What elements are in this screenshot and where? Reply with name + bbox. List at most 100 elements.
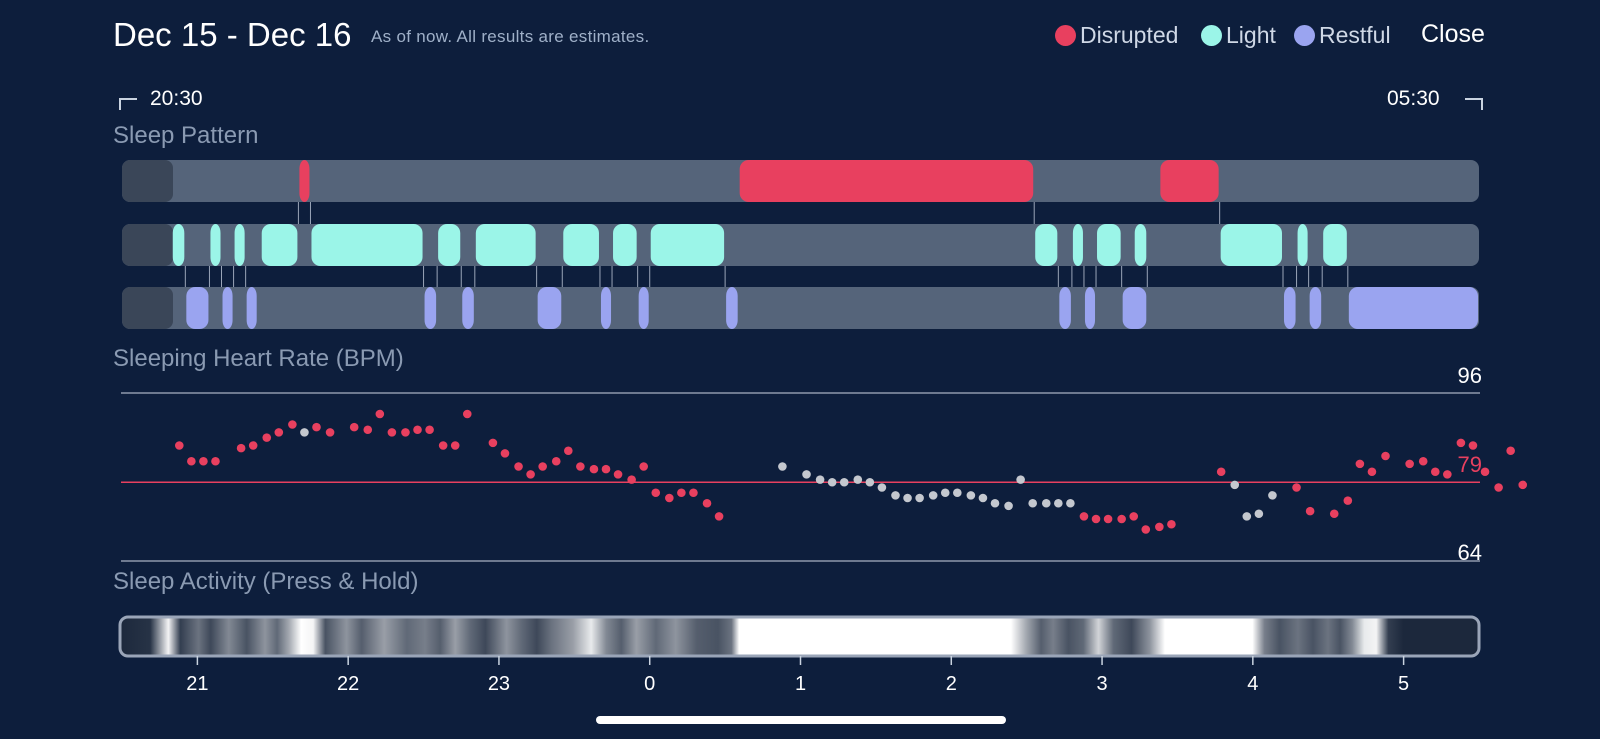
hr-point [589,464,599,474]
legend-label-restful: Restful [1319,22,1391,48]
hr-average-label: 79 [1458,452,1482,477]
hr-point [274,428,284,437]
sleep-activity-chart[interactable] [118,615,1481,658]
legend-label-disrupted: Disrupted [1080,22,1179,48]
hr-point [500,449,510,458]
heart-rate-title: Sleeping Heart Rate (BPM) [113,345,404,372]
hr-point [564,446,573,456]
x-tick-label: 3 [1096,673,1107,695]
x-tick-label: 1 [795,673,806,695]
pattern-track-cap [122,224,173,266]
segment-restful [246,287,257,329]
hr-point [1091,514,1101,524]
hr-point [1329,509,1339,519]
hr-point [450,441,460,450]
hr-point [1079,512,1089,521]
hr-point [387,428,397,437]
hr-point [677,488,686,498]
segment-light [438,224,461,266]
hr-point [953,488,962,498]
hr-point [1456,438,1466,448]
segment-light [1035,224,1058,266]
hr-point [425,425,434,435]
x-tick-label: 22 [337,673,359,695]
hr-point [488,438,498,448]
pattern-track-restful [122,287,1479,329]
page-title: Dec 15 - Dec 16 [113,16,352,53]
x-tick-label: 2 [946,673,957,695]
segment-light [650,224,725,266]
hr-point [940,488,950,498]
hr-point [363,425,373,435]
segment-light [1297,224,1308,266]
segment-restful [222,287,233,329]
range-end-time: 05:30 [1387,87,1440,110]
activity-strip[interactable] [118,615,1481,658]
segment-restful [1283,287,1296,329]
hr-point [1305,506,1315,516]
segment-light [1220,224,1282,266]
segment-light [172,224,185,266]
segment-light [475,224,536,266]
hr-point [915,493,924,503]
disrupted-dot-icon [1055,25,1076,46]
hr-point [1381,451,1390,461]
hr-point [1518,480,1528,490]
hr-point [1405,459,1414,469]
hr-point [839,477,849,487]
hr-point [1016,475,1025,484]
hr-point [1216,467,1226,477]
range-start-time: 20:30 [150,87,203,110]
hr-point [300,428,309,437]
hr-point [551,456,561,466]
hr-point [1430,467,1440,477]
hr-point [325,428,335,437]
hr-point [312,422,321,432]
legend-light: Light [1201,22,1276,49]
legend-label-light: Light [1226,22,1276,48]
x-tick-label: 5 [1398,673,1409,695]
home-indicator[interactable] [596,716,1006,724]
hr-point [1418,456,1428,466]
hr-point [349,422,359,432]
hr-point [1230,480,1240,490]
hr-point [211,456,220,466]
estimate-note: As of now. All results are estimates. [371,27,650,46]
x-tick-label: 23 [488,673,510,695]
segment-restful [600,287,612,329]
hr-point [1004,501,1013,511]
segment-restful [1084,287,1096,329]
legend-disrupted: Disrupted [1055,22,1178,49]
hr-max-label: 96 [1458,363,1482,388]
segment-restful [1348,287,1478,329]
range-end-bracket-icon [1465,98,1483,110]
x-axis-ticks: 21 22 23 0 1 2 3 4 5 [186,656,1409,695]
segment-light [234,224,245,266]
light-dot-icon [1201,25,1222,46]
hr-point [877,483,887,492]
hr-point [1129,512,1139,521]
hr-min-label: 64 [1458,540,1482,565]
hr-point [1367,467,1377,477]
hr-point [514,462,523,471]
x-tick-label: 21 [186,673,208,695]
segment-restful [537,287,562,329]
hr-point [174,441,184,450]
hr-point [1443,470,1452,479]
sleep-activity-title: Sleep Activity (Press & Hold) [113,568,419,595]
hr-point [462,409,472,419]
close-button[interactable]: Close [1421,20,1485,48]
hr-point [689,488,698,498]
hr-point [1028,498,1037,508]
segment-light [210,224,221,266]
sleep-pattern-title: Sleep Pattern [113,122,259,149]
hr-point [613,470,623,479]
hr-point [1254,509,1264,519]
hr-point [1506,446,1515,456]
x-tick-label: 0 [644,673,655,695]
hr-point [1167,519,1176,529]
hr-point [601,464,611,474]
segment-restful [1059,287,1071,329]
hr-point [651,488,661,498]
restful-dot-icon [1294,25,1315,46]
